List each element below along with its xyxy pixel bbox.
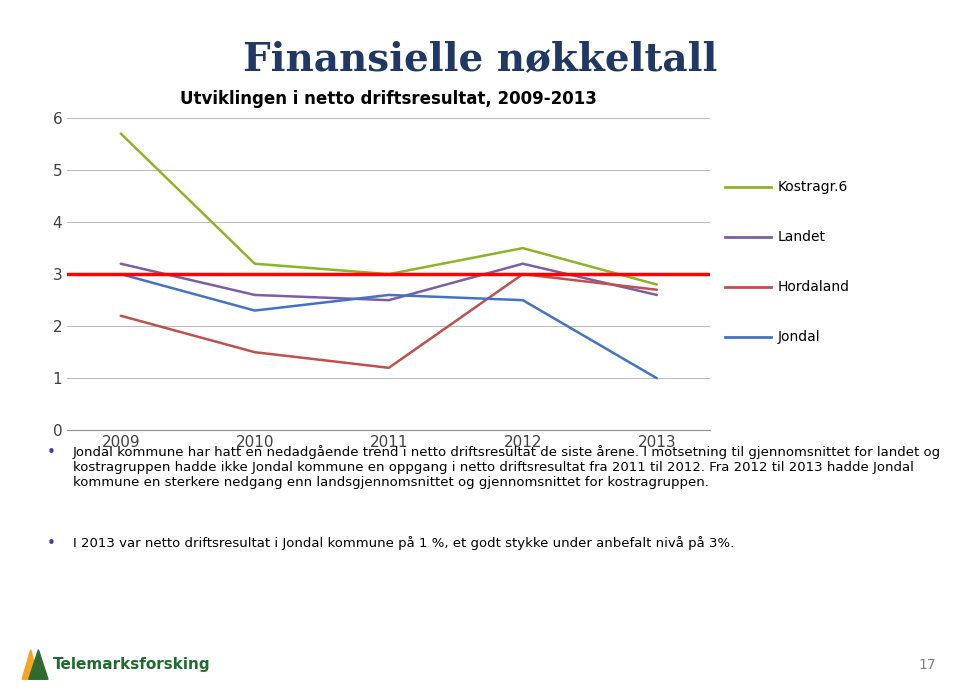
Text: Finansielle nøkkeltall: Finansielle nøkkeltall <box>243 40 717 78</box>
Text: Jondal: Jondal <box>778 330 820 344</box>
Text: Hordaland: Hordaland <box>778 280 850 294</box>
Title: Utviklingen i netto driftsresultat, 2009-2013: Utviklingen i netto driftsresultat, 2009… <box>180 90 597 108</box>
Text: Landet: Landet <box>778 230 826 244</box>
Polygon shape <box>22 650 38 679</box>
Polygon shape <box>29 650 48 679</box>
Text: 17: 17 <box>919 657 936 672</box>
Text: •: • <box>47 536 56 551</box>
Text: Kostragr.6: Kostragr.6 <box>778 180 848 194</box>
Text: Telemarksforsking: Telemarksforsking <box>53 657 210 672</box>
Text: Jondal kommune har hatt en nedadgående trend i netto driftsresultat de siste åre: Jondal kommune har hatt en nedadgående t… <box>73 446 941 489</box>
Text: I 2013 var netto driftsresultat i Jondal kommune på 1 %, et godt stykke under an: I 2013 var netto driftsresultat i Jondal… <box>73 536 734 550</box>
Text: •: • <box>47 446 56 460</box>
